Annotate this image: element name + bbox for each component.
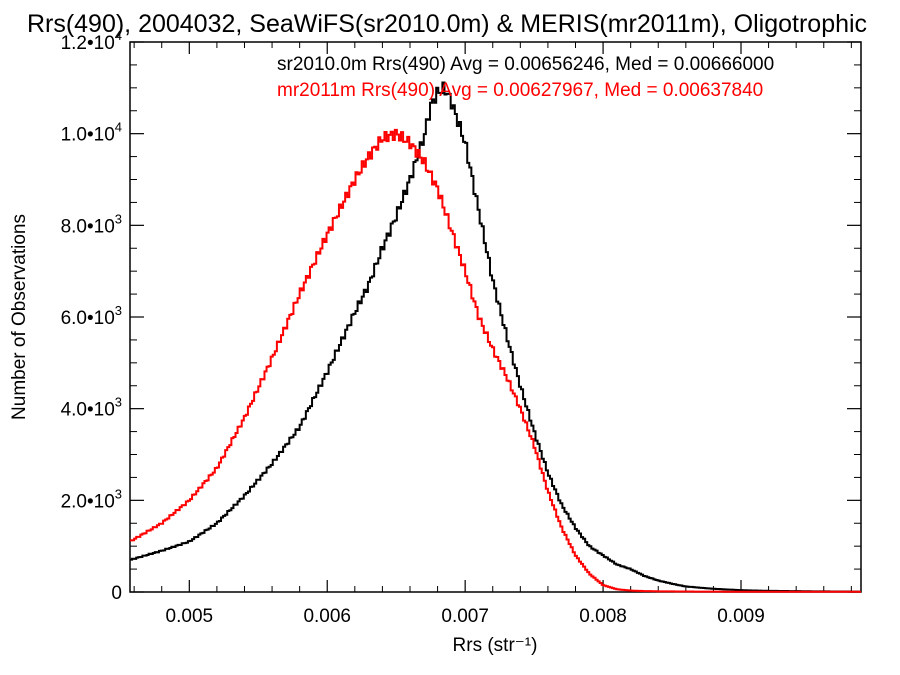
series-line-seawifs — [130, 81, 861, 593]
x-tick-label: 0.006 — [303, 606, 351, 627]
chart-title: Rrs(490), 2004032, SeaWiFS(sr2010.0m) & … — [27, 10, 867, 38]
y-tick-label: 4.0•103 — [61, 395, 122, 421]
y-tick-label: 0 — [111, 583, 122, 604]
x-tick-label: 0.005 — [166, 606, 214, 627]
y-tick-label: 6.0•103 — [61, 303, 122, 329]
series-line-meris — [130, 128, 861, 593]
legend-entry-seawifs: sr2010.0m Rrs(490) Avg = 0.00656246, Med… — [277, 54, 774, 75]
x-tick-label: 0.008 — [579, 606, 627, 627]
legend: sr2010.0m Rrs(490) Avg = 0.00656246, Med… — [277, 54, 774, 101]
x-axis-label: Rrs (str⁻¹) — [453, 635, 538, 656]
y-tick-label: 8.0•103 — [61, 211, 122, 237]
y-tick-label: 2.0•103 — [61, 486, 122, 512]
legend-entry-meris: mr2011m Rrs(490) Avg = 0.00627967, Med =… — [277, 80, 763, 101]
y-tick-label: 1.2•104 — [61, 28, 122, 54]
x-tick-label: 0.007 — [441, 606, 489, 627]
x-tick-label: 0.009 — [717, 606, 765, 627]
y-axis-label: Number of Observations — [9, 214, 30, 420]
series-layer — [130, 81, 861, 593]
axes: 0.005 0.006 0.007 0.008 0.009 0 2.0•103 4.0•103… — [61, 28, 861, 627]
plot-frame — [129, 41, 862, 593]
y-tick-label: 1.0•104 — [61, 120, 122, 146]
